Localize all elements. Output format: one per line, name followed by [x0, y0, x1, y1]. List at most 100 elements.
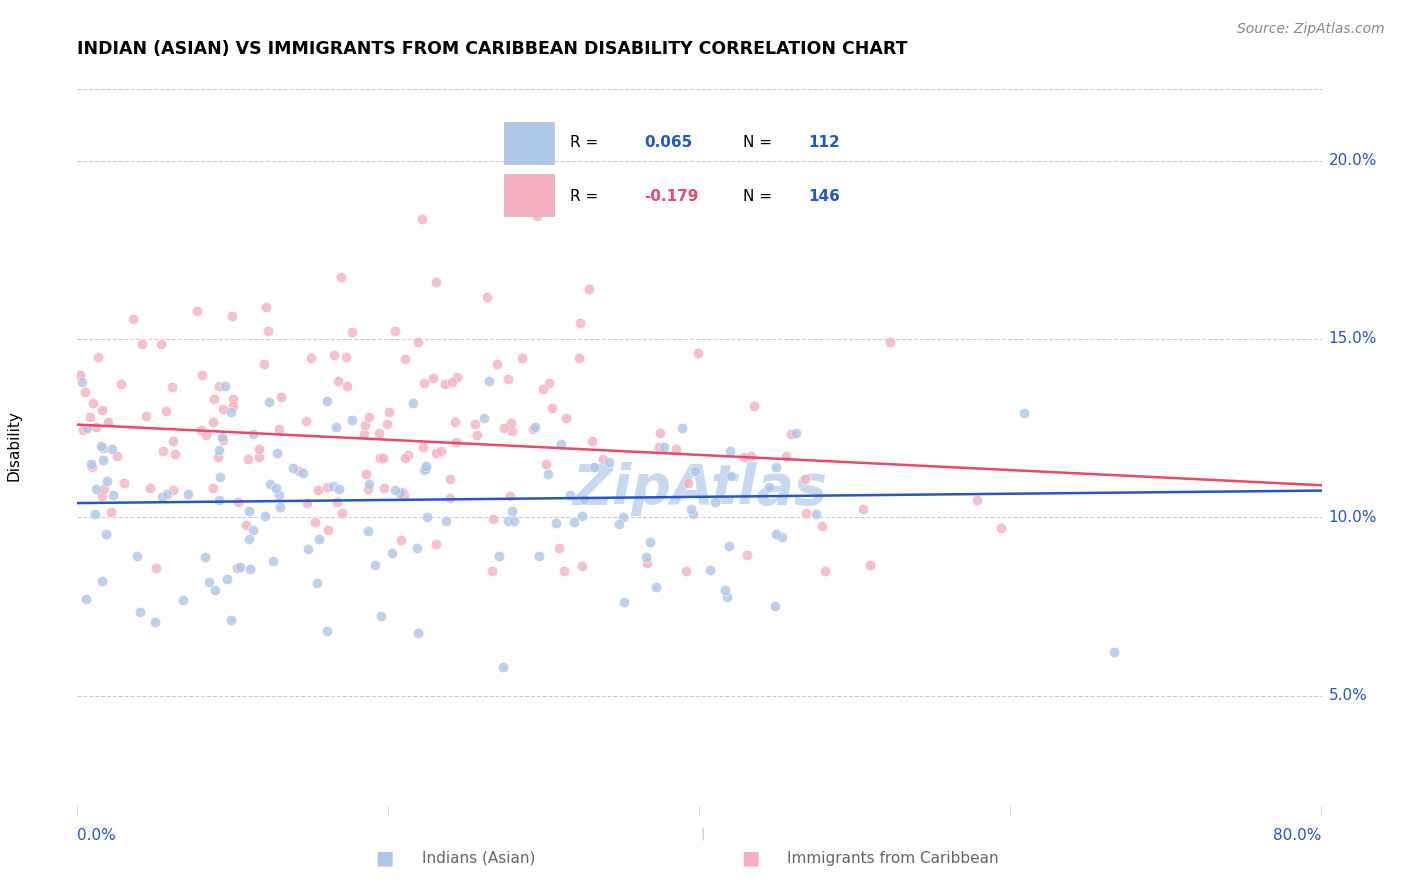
Point [207, 450, 229, 465]
Point [322, 479, 344, 493]
Point [425, 537, 447, 551]
Point [785, 425, 807, 440]
Point [612, 509, 634, 524]
Point [152, 444, 174, 458]
Point [555, 411, 578, 425]
Point [75, 385, 97, 400]
Point [671, 421, 693, 435]
Point [794, 507, 817, 521]
Text: |: | [700, 828, 706, 841]
Point [357, 482, 380, 496]
Point [375, 417, 398, 432]
Point [683, 464, 706, 478]
Point [145, 615, 167, 629]
Point [353, 427, 375, 442]
Point [239, 561, 262, 575]
Point [330, 270, 353, 285]
Point [464, 417, 486, 431]
Point [406, 334, 429, 349]
Point [581, 434, 603, 448]
Point [481, 564, 503, 578]
Point [336, 378, 359, 392]
Point [325, 419, 347, 434]
Point [682, 507, 704, 521]
Point [235, 518, 257, 533]
Point [384, 483, 406, 498]
Point [537, 467, 560, 481]
Point [129, 605, 152, 619]
Point [247, 442, 270, 457]
Point [79, 410, 101, 425]
Point [529, 549, 551, 563]
Point [72, 423, 94, 437]
Point [194, 428, 217, 442]
Point [411, 212, 433, 227]
Point [537, 376, 560, 390]
Point [238, 503, 260, 517]
Point [194, 549, 217, 564]
Bar [505, 122, 554, 164]
Point [270, 390, 292, 404]
Point [204, 582, 226, 597]
Point [94, 526, 117, 541]
Point [318, 523, 340, 537]
Point [571, 509, 593, 524]
Point [212, 402, 235, 417]
Point [308, 532, 330, 546]
Point [406, 625, 429, 640]
Point [531, 382, 554, 396]
Point [226, 560, 249, 574]
Text: -0.179: -0.179 [644, 188, 699, 203]
Text: Disability: Disability [7, 410, 21, 482]
Point [772, 530, 794, 544]
Point [430, 444, 453, 458]
Point [287, 464, 309, 478]
Point [162, 434, 184, 449]
Text: ■: ■ [741, 848, 759, 868]
Point [91, 574, 114, 588]
Point [502, 514, 524, 528]
Point [434, 514, 457, 528]
Point [150, 490, 173, 504]
Point [242, 524, 264, 538]
Text: |: | [76, 805, 79, 816]
Point [804, 508, 827, 522]
Point [267, 422, 290, 436]
Point [229, 559, 252, 574]
Point [353, 417, 375, 432]
Point [135, 409, 157, 423]
Point [526, 209, 548, 223]
Point [546, 516, 568, 530]
Point [472, 411, 495, 425]
Point [139, 481, 162, 495]
Point [330, 506, 353, 520]
Point [90, 439, 112, 453]
Point [718, 444, 741, 458]
Point [378, 404, 401, 418]
Point [93, 482, 115, 496]
Point [254, 300, 277, 314]
Point [704, 494, 727, 508]
Point [226, 495, 249, 509]
Text: 0.0%: 0.0% [77, 828, 117, 843]
Point [406, 541, 429, 555]
Point [415, 459, 437, 474]
Point [201, 481, 224, 495]
Text: 112: 112 [808, 136, 839, 151]
Point [84, 482, 107, 496]
Point [354, 467, 377, 482]
Point [522, 422, 544, 436]
Point [307, 483, 329, 497]
Point [202, 415, 225, 429]
Point [122, 311, 145, 326]
Point [494, 421, 516, 435]
Text: 0.065: 0.065 [644, 136, 692, 151]
Bar [505, 174, 554, 216]
Point [292, 466, 315, 480]
Point [259, 476, 281, 491]
Point [990, 521, 1012, 535]
Point [222, 399, 245, 413]
Point [645, 580, 668, 594]
Point [236, 451, 259, 466]
Point [425, 276, 447, 290]
